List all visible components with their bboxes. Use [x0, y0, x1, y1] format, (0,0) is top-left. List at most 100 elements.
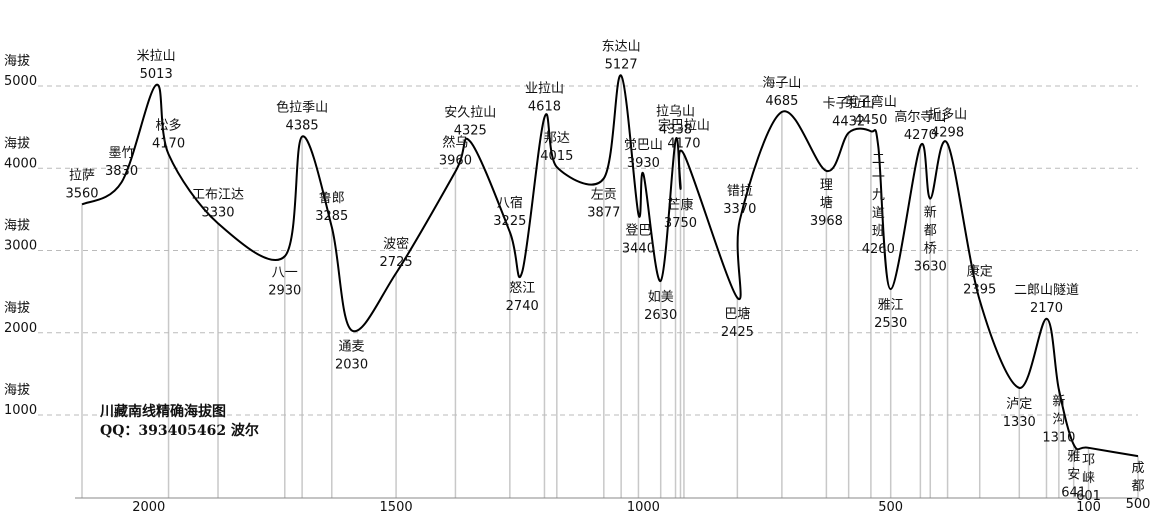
- station-altitude: 4432: [832, 115, 865, 130]
- station-name: 然乌: [442, 135, 468, 151]
- y-tick-value: 3000: [4, 239, 37, 254]
- station-altitude: 3330: [201, 205, 234, 220]
- station-label: 巴塘 2425: [721, 306, 754, 340]
- station-altitude: 3440: [622, 241, 655, 256]
- station-altitude: 3830: [105, 164, 138, 179]
- station-name-char: 雅: [1067, 450, 1080, 465]
- station-label: 高尔寺山 4270: [894, 109, 946, 143]
- station-altitude: 5127: [605, 58, 638, 73]
- y-tick-value: 5000: [4, 74, 37, 89]
- station-name-char: 桥: [924, 242, 937, 257]
- station-label: 理塘 3968: [810, 178, 843, 229]
- station-label: 东达山 5127: [602, 40, 641, 73]
- station-altitude: 4685: [765, 94, 798, 109]
- station-altitude: 1310: [1042, 431, 1075, 446]
- chart-title: 川藏南线精确海拔图: [99, 403, 226, 420]
- station-label: 左贡 3877: [587, 187, 620, 220]
- station-name: 墨竹: [109, 146, 135, 161]
- station-altitude: 2725: [380, 255, 413, 270]
- station-altitude: 3930: [627, 156, 660, 171]
- station-label: 新都桥 3630: [914, 205, 947, 275]
- station-altitude: 3877: [587, 205, 620, 220]
- station-name: 东达山: [602, 40, 641, 55]
- y-tick-value: 2000: [4, 321, 37, 336]
- station-altitude: 4270: [904, 128, 937, 143]
- station-name-char: 理: [820, 178, 833, 193]
- station-label: 登巴 3440: [622, 223, 655, 256]
- station-altitude: 2740: [506, 299, 539, 314]
- station-name: 雅江: [878, 298, 904, 313]
- y-tick-label: 海拔: [4, 383, 30, 398]
- x-tick-label: 500: [878, 500, 903, 513]
- station-name: 通麦: [339, 339, 365, 354]
- y-gridlines: [38, 85, 1138, 416]
- station-name-char: 崃: [1082, 471, 1095, 486]
- y-tick-value: 4000: [4, 156, 37, 171]
- station-name: 色拉季山: [276, 100, 328, 116]
- station-name: 剪子弯山: [845, 94, 897, 110]
- x-tick-label: 1500: [380, 500, 413, 513]
- station-name: 工布江达: [192, 187, 244, 202]
- station-altitude: 3968: [810, 214, 843, 229]
- station-name-char: 都: [924, 224, 937, 239]
- x-tick-label: 2000: [132, 500, 165, 513]
- station-altitude: 2395: [963, 282, 996, 297]
- station-altitude: 2930: [268, 283, 301, 298]
- station-name: 业拉山: [525, 81, 564, 96]
- station-name: 芒康: [667, 197, 693, 213]
- y-tick-label: 海拔: [4, 301, 30, 316]
- station-label: 安久拉山 4325: [444, 106, 496, 139]
- station-labels: 拉萨 3560 墨竹 3830 米拉山 5013 松多 4170 工布江达 3330 八一 2930 色…: [65, 40, 1150, 513]
- station-label: 八一 2930: [268, 265, 301, 298]
- station-label: 邦达 4015: [540, 131, 573, 164]
- station-label: 芒康 3750: [664, 197, 697, 231]
- station-name: 二郎山隧道: [1014, 282, 1079, 298]
- station-altitude: 4338: [659, 122, 692, 137]
- station-name: 康定: [967, 263, 993, 279]
- station-name: 邦达: [544, 131, 570, 146]
- station-label: 成都 500: [1126, 461, 1151, 512]
- station-label: 通麦 2030: [335, 339, 368, 372]
- station-label: 邛崃 601: [1076, 453, 1101, 504]
- station-altitude: 2030: [335, 357, 368, 372]
- station-altitude: 3560: [65, 186, 98, 201]
- station-name: 八一: [272, 265, 298, 280]
- station-altitude: 4450: [854, 113, 887, 128]
- station-name: 泸定: [1006, 397, 1032, 412]
- station-altitude: 601: [1076, 489, 1101, 504]
- station-name-char: 都: [1131, 479, 1144, 494]
- y-tick-value: 1000: [4, 403, 37, 418]
- station-altitude: 4170: [667, 136, 700, 151]
- station-name: 怒江: [509, 281, 535, 296]
- station-name: 波密: [383, 236, 409, 252]
- station-label: 康定 2395: [963, 263, 996, 297]
- station-name: 宗巴拉山: [658, 117, 710, 133]
- station-label: 二郎山隧道 2170: [1014, 282, 1079, 316]
- station-label: 工布江达 3330: [192, 187, 244, 220]
- station-label: 觉巴山 3930: [624, 138, 663, 171]
- station-name: 觉巴山: [624, 138, 663, 153]
- station-label: 墨竹 3830: [105, 146, 138, 179]
- station-label: 波密 2725: [380, 236, 413, 270]
- station-label: 错拉 3370: [723, 184, 756, 217]
- station-altitude: 4325: [454, 124, 487, 139]
- y-tick-label: 海拔: [4, 54, 30, 69]
- station-name: 登巴: [625, 223, 651, 238]
- station-label: 业拉山 4618: [525, 81, 564, 114]
- station-label: 然乌 3960: [439, 135, 472, 169]
- station-name-char: 九: [872, 188, 885, 203]
- y-tick-label: 海拔: [4, 136, 30, 151]
- station-altitude: 500: [1126, 497, 1151, 512]
- station-name: 折多山: [928, 107, 967, 123]
- station-name: 拉萨: [69, 168, 95, 183]
- station-name-char: 塘: [820, 195, 833, 211]
- station-name: 错拉: [727, 184, 753, 199]
- x-tick-labels: 2000 1500 1000 500 100: [132, 500, 1101, 513]
- station-altitude: 5013: [140, 67, 173, 82]
- station-name: 米拉山: [137, 49, 176, 64]
- station-label: 雅安 641: [1061, 450, 1086, 501]
- station-altitude: 4618: [528, 99, 561, 114]
- station-label: 怒江 2740: [506, 281, 539, 314]
- station-label: 米拉山 5013: [137, 49, 176, 82]
